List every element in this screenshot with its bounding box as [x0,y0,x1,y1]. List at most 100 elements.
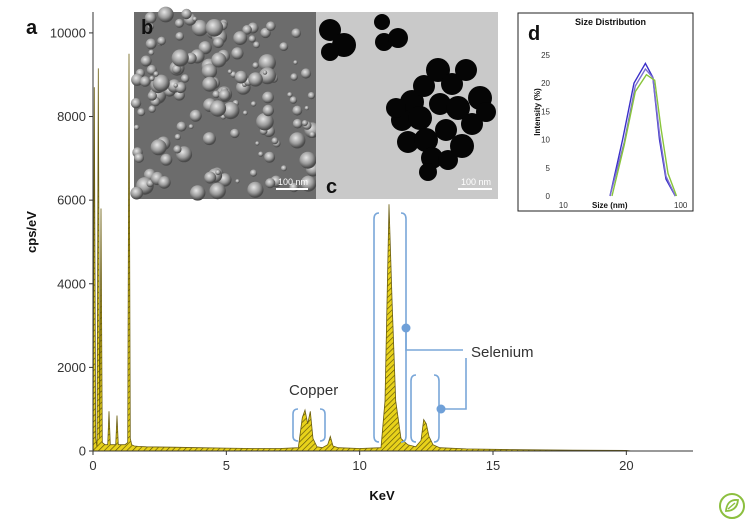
sem-nanoparticle [152,74,170,92]
sem-nanoparticle [262,104,274,117]
sem-nanoparticle [271,137,279,145]
sem-nanoparticle [201,63,218,79]
tem-nanoparticle [397,131,419,153]
sem-nanoparticle [173,83,178,88]
tem-nanoparticle [419,163,437,181]
inset-x-tick-label: 100 [674,201,688,210]
inset-series-lines [609,61,678,197]
selenium-callout-line-2 [441,358,467,410]
sem-nanoparticle [307,92,315,100]
x-tick-label: 0 [89,458,96,473]
sem-nanoparticle [292,118,303,129]
selenium-label: Selenium [471,344,534,361]
tem-nanoparticle [441,73,463,95]
copper-label: Copper [289,382,338,399]
tem-nanoparticle [413,75,435,97]
tem-nanoparticle [321,43,339,61]
sem-nanoparticle [262,70,268,75]
sem-nanoparticle [157,6,174,23]
sem-nanoparticle [171,49,189,67]
inset-y-tick-label: 25 [541,51,550,60]
sem-nanoparticle [153,71,159,77]
sem-nanoparticle [258,151,264,157]
sem-nanoparticle [147,23,155,30]
eds-spectrum-outline [92,53,632,452]
inset-y-tick-label: 10 [541,136,550,145]
inset-frame [517,12,694,212]
sem-nanoparticle [253,41,260,49]
tem-nanoparticle [408,106,432,130]
selenium-marker-2 [436,404,446,414]
sem-nanoparticle [145,38,157,50]
tem-nanoparticle [374,14,390,30]
y-axis-label: cps/eV [24,211,39,253]
sem-nanoparticle [227,69,233,74]
sem-nanoparticle [209,100,227,117]
sem-nanoparticle [209,182,226,200]
selenium-bracket-left-2 [410,374,417,443]
copper-bracket-right [319,408,326,442]
sem-nanoparticle [175,32,184,41]
inset-y-tick-label: 15 [541,107,550,116]
inset-y-tick-label: 20 [541,79,550,88]
tem-nanoparticle [438,150,458,170]
sem-nanoparticle [149,75,155,82]
sem-nanoparticle [202,132,216,146]
inset-y-axis-label: Intensity (%) [533,88,542,136]
leaf-logo-icon [719,493,745,519]
sem-nanoparticle [266,21,276,32]
sem-nanoparticle [130,186,144,200]
tem-scalebar-label: 100 nm [461,177,491,187]
sem-nanoparticle [248,72,263,87]
tem-nanoparticle [386,98,406,118]
sem-nanoparticle [215,169,221,176]
sem-nanoparticle [150,139,167,156]
sem-nanoparticle [287,92,293,98]
x-tick-labels: 0 5 10 15 20 [89,451,634,473]
sem-nanoparticle [300,68,312,79]
sem-nanoparticle [258,54,276,72]
tem-nanoparticle [435,119,457,141]
sem-nanoparticle [190,185,206,201]
inset-y-tick-label: 0 [546,192,551,201]
sem-nanoparticle [158,176,171,189]
sem-nanoparticle [242,110,248,116]
y-tick-label: 4000 [57,276,86,291]
sem-nanoparticle [256,112,274,131]
tem-nanoparticle [450,134,474,158]
sem-nanoparticle [140,55,152,67]
sem-nanoparticle [301,120,308,126]
sem-nanoparticle [192,16,198,22]
sem-nanoparticle [137,108,146,117]
sem-nanoparticle [204,171,217,184]
sem-nanoparticle [212,90,220,99]
selenium-marker-1 [401,323,411,333]
inset-title: Size Distribution [575,17,646,27]
sem-nanoparticle [157,36,166,46]
sem-nanoparticle [189,109,202,122]
selenium-bracket-left-1 [373,212,380,443]
sem-nanoparticle [160,153,173,166]
sem-nanoparticle [247,181,264,198]
inset-x-tick-labels: 10 100 [559,201,688,210]
y-tick-label: 10000 [50,25,86,40]
selenium-callout-line-1 [405,328,463,351]
sem-nanoparticle [181,8,192,20]
inset-x-tick-label: 10 [559,201,568,210]
sem-nanoparticle [205,19,224,37]
x-tick-label: 15 [486,458,500,473]
tem-nanoparticle [426,58,450,82]
sem-nanoparticle [309,131,316,138]
y-tick-labels: 0 2000 4000 6000 8000 10000 [50,25,93,459]
sem-nanoparticle [148,49,155,56]
sem-nanoparticle [234,70,248,84]
copper-annotation [292,408,326,442]
sem-nanoparticle [262,91,274,104]
sem-nanoparticle [264,151,276,163]
sem-nanoparticle [188,124,194,129]
sem-nanoparticle [279,42,289,51]
sem-nanoparticle [134,152,144,163]
sem-nanoparticle [292,105,303,116]
sem-nanoparticle [222,102,240,120]
